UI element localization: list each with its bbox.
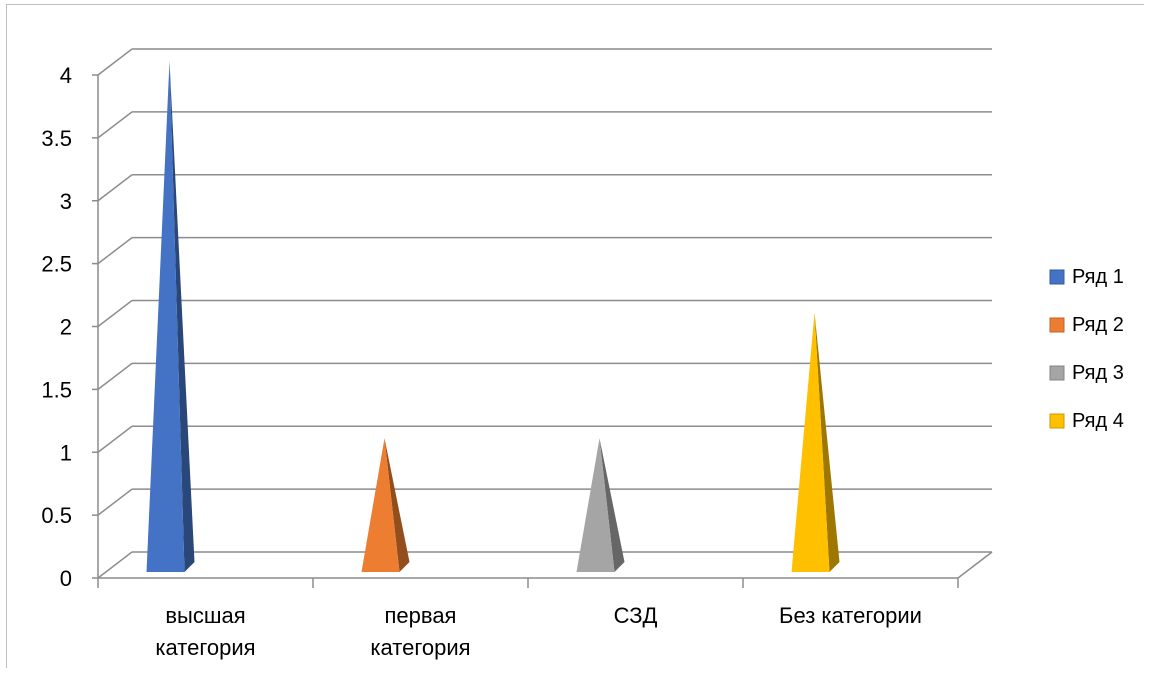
- x-tick-label: Без категории: [779, 603, 922, 628]
- gridline-depth: [97, 174, 133, 202]
- x-tick-label: категория: [155, 635, 255, 660]
- bar: [576, 438, 615, 572]
- gridline-depth: [97, 425, 133, 453]
- y-tick-label: 2: [60, 315, 72, 340]
- bar: [791, 312, 830, 572]
- y-tick-label: 0.5: [41, 503, 72, 528]
- bar: [361, 438, 400, 572]
- legend-label: Ряд 3: [1072, 362, 1124, 384]
- bar-side: [384, 438, 410, 572]
- x-tick-label: категория: [370, 635, 470, 660]
- legend-swatch: [1049, 365, 1065, 381]
- gridline-depth: [97, 48, 133, 76]
- y-tick-label: 3.5: [41, 126, 72, 151]
- x-tick-label: СЗД: [614, 603, 658, 628]
- y-tick-label: 4: [60, 63, 72, 88]
- gridline-depth: [97, 362, 133, 390]
- gridline-depth: [97, 299, 133, 328]
- y-tick-label: 1.5: [41, 377, 72, 402]
- legend-swatch: [1049, 317, 1065, 333]
- legend-label: Ряд 1: [1072, 266, 1124, 288]
- bar-side: [599, 438, 625, 572]
- x-tick-label: высшая: [165, 603, 245, 628]
- gridline-depth: [97, 111, 133, 139]
- chart-frame: [6, 4, 1144, 668]
- y-tick-label: 0: [60, 566, 72, 591]
- gridline-depth: [97, 237, 133, 265]
- y-tick-label: 3: [60, 189, 72, 214]
- bar-side: [169, 61, 195, 572]
- legend-label: Ряд 4: [1072, 410, 1124, 432]
- x-tick-label: первая: [385, 603, 457, 628]
- legend-swatch: [1049, 269, 1065, 285]
- y-tick-label: 2.5: [41, 252, 72, 277]
- legend-swatch: [1049, 413, 1065, 429]
- bar-side: [814, 312, 840, 572]
- gridline-depth: [97, 488, 133, 516]
- legend-label: Ряд 2: [1072, 314, 1124, 336]
- floor-side-edge: [957, 551, 993, 579]
- y-tick-label: 1: [60, 440, 72, 465]
- bar: [146, 61, 185, 572]
- gridline-depth: [97, 551, 133, 579]
